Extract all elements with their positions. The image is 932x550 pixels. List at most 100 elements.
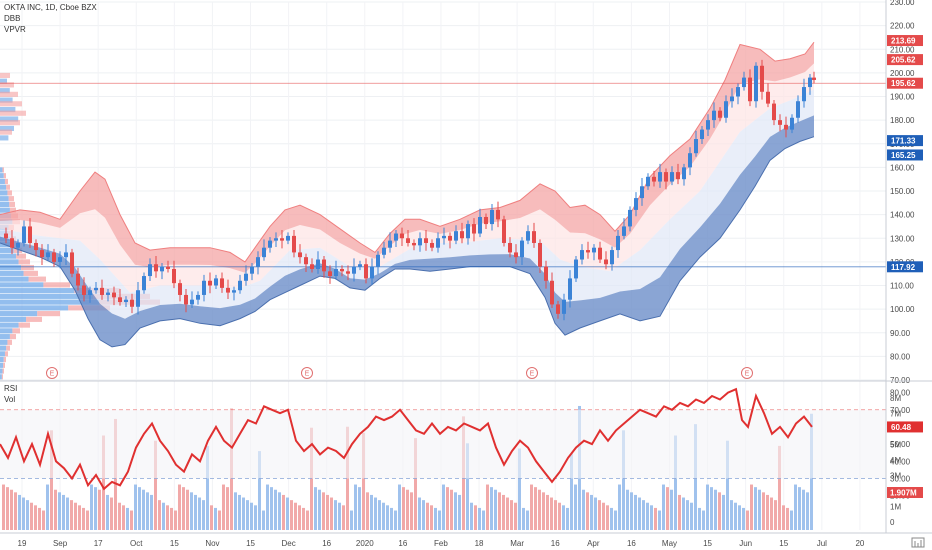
volume-bar (782, 505, 785, 530)
volume-bar (758, 489, 761, 530)
volume-bar (522, 507, 525, 530)
volume-bar (446, 487, 449, 530)
vpvr-bar-up (0, 339, 8, 345)
candle-body (676, 172, 680, 180)
candle-body (694, 139, 698, 154)
volume-bar (322, 492, 325, 530)
volume-bar (602, 502, 605, 530)
indicator-vol[interactable]: Vol (4, 395, 15, 404)
vol-value-label: 1.907M (890, 489, 917, 498)
volume-bar (750, 484, 753, 530)
chart-symbol-title[interactable]: OKTA INC, 1D, Cboe BZX (4, 3, 97, 12)
x-tick-label: 15 (246, 539, 255, 548)
volume-bar (482, 510, 485, 530)
volume-bar (638, 497, 641, 530)
candle-body (388, 240, 392, 248)
candle-body (208, 280, 212, 286)
candle-body (478, 216, 482, 234)
candle-body (742, 77, 746, 88)
upper-band-line (0, 41, 815, 263)
volume-bar (170, 507, 173, 530)
vpvr-bar-down (3, 173, 6, 179)
volume-bar (154, 440, 157, 530)
volume-bar (774, 500, 777, 530)
candlesticks (4, 59, 816, 321)
candle-body (328, 271, 332, 277)
candle-body (706, 120, 710, 130)
volume-bar (98, 489, 101, 530)
candle-body (796, 101, 800, 118)
candle-body (760, 65, 764, 92)
volume-bar (454, 492, 457, 530)
vpvr-bar-up (0, 316, 27, 322)
volume-bar (10, 489, 13, 530)
candle-body (352, 266, 356, 274)
volume-bar (358, 487, 361, 530)
candle-body (712, 110, 716, 121)
candle-body (100, 287, 104, 295)
volume-bar (710, 487, 713, 530)
y-tick-label: 180.00 (890, 116, 915, 125)
volume-bar (626, 489, 629, 530)
earnings-marker (741, 367, 753, 379)
volume-bar (646, 502, 649, 530)
volume-bar (202, 500, 205, 530)
candle-body (190, 299, 194, 305)
upper-band-fill (0, 42, 814, 273)
chart-settings-icon[interactable] (911, 537, 925, 548)
volume-bar (538, 489, 541, 530)
volume-bar (282, 494, 285, 530)
candle-body (406, 238, 410, 243)
candle-body (448, 235, 452, 241)
candle-body (10, 238, 14, 248)
candle-body (592, 247, 596, 253)
volume-bar (198, 497, 201, 530)
candle-body (376, 254, 380, 267)
volume-bar (554, 500, 557, 530)
vpvr-bar-down (9, 207, 16, 213)
candle-body (532, 231, 536, 243)
candle-body (748, 77, 752, 102)
vol-tick-label: 3M (890, 472, 901, 481)
vol-tick-label: 5M (890, 441, 901, 450)
indicator-dbb[interactable]: DBB (4, 14, 20, 23)
vpvr-bar-top (0, 88, 10, 94)
volume-bar (534, 487, 537, 530)
volume-bar (138, 487, 141, 530)
volume-bar (394, 510, 397, 530)
candle-body (544, 266, 548, 281)
candle-body (718, 110, 722, 118)
indicator-rsi[interactable]: RSI (4, 384, 17, 393)
lower-inner-fill (0, 89, 814, 319)
vpvr-bar-up (0, 357, 4, 363)
volume-bar (166, 505, 169, 530)
candle-body (652, 176, 656, 182)
vpvr-bar-down (3, 357, 6, 363)
volume-bar (742, 507, 745, 530)
x-tick-label: Mar (510, 539, 524, 548)
y-tick-label: 80.00 (890, 352, 911, 361)
candle-body (430, 242, 434, 248)
rsi-tick-label: 70.00 (890, 406, 911, 415)
candle-body (784, 124, 788, 130)
earnings-marker (301, 367, 313, 379)
candle-body (346, 271, 350, 274)
candle-body (400, 233, 404, 239)
volume-bar (778, 445, 781, 530)
volume-bar (490, 487, 493, 530)
indicator-vpvr[interactable]: VPVR (4, 25, 26, 34)
volume-bar (130, 510, 133, 530)
vpvr-bar-up (0, 270, 24, 276)
candle-body (562, 299, 566, 314)
volume-bar (682, 497, 685, 530)
volume-bar (226, 487, 229, 530)
x-tick-label: May (662, 539, 677, 548)
candle-body (640, 186, 644, 199)
volume-bar (730, 500, 733, 530)
volume-bar (574, 484, 577, 530)
volume-bar (18, 494, 21, 530)
volume-bar (46, 484, 49, 530)
y-tick-label: 230.00 (890, 0, 915, 7)
volume-bar (254, 505, 257, 530)
